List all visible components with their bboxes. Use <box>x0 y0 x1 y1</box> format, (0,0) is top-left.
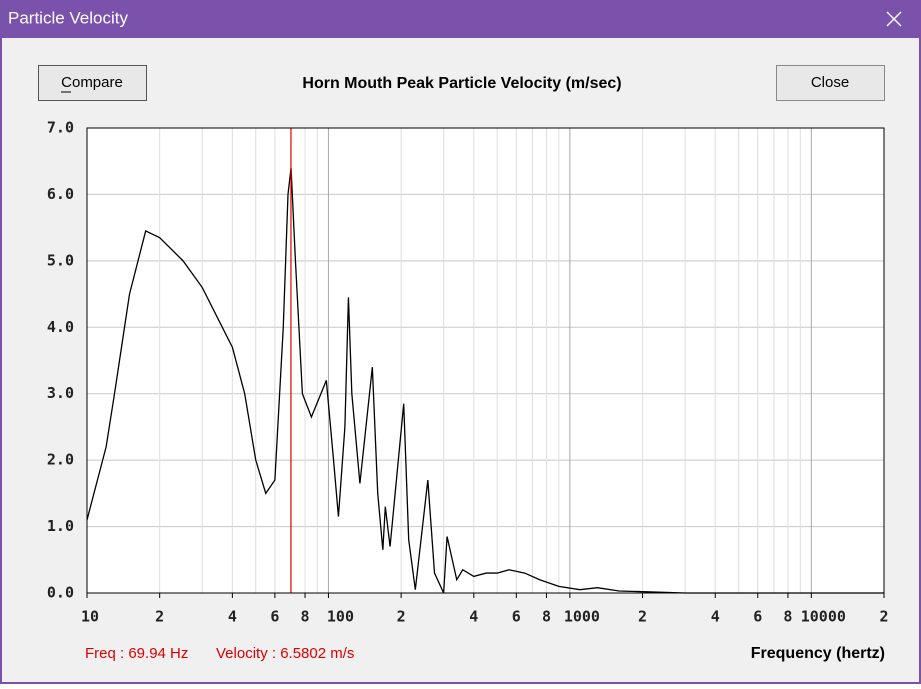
y-tick-label: 2.0 <box>47 451 74 469</box>
x-tick-label: 4 <box>228 608 237 626</box>
x-tick-label: 2 <box>638 608 647 626</box>
window-title: Particle Velocity <box>8 8 128 27</box>
y-tick-label: 7.0 <box>47 119 74 137</box>
close-button[interactable]: Close <box>776 65 885 101</box>
x-tick-label: 6 <box>270 608 279 626</box>
chart-title: Horn Mouth Peak Particle Velocity (m/sec… <box>302 75 621 92</box>
y-tick-label: 5.0 <box>47 251 74 269</box>
x-tick-label: 8 <box>301 608 310 626</box>
freq-readout: Freq : 69.94 Hz <box>85 645 188 662</box>
x-tick-label: 4 <box>711 608 720 626</box>
y-tick-label: 0.0 <box>47 584 74 602</box>
button-label[interactable]: Compare <box>61 74 123 91</box>
x-tick-label: 6 <box>512 608 521 626</box>
y-tick-label: 6.0 <box>47 185 74 203</box>
x-tick-label: 6 <box>753 608 762 626</box>
x-tick-label: 100 <box>327 608 354 626</box>
x-tick-label: 10 <box>81 608 99 626</box>
y-tick-label: 3.0 <box>47 384 74 402</box>
x-tick-label: 4 <box>469 608 478 626</box>
data-line <box>86 167 884 594</box>
button-label[interactable]: Close <box>811 74 849 91</box>
close-x[interactable] <box>886 11 902 27</box>
x-tick-label: 2 <box>155 608 164 626</box>
x-tick-label: 2 <box>879 608 888 626</box>
compare-button[interactable]: Compare <box>38 65 147 101</box>
x-tick-label: 2 <box>397 608 406 626</box>
velocity-readout: Velocity : 6.5802 m/s <box>216 645 354 662</box>
x-tick-label: 1000 <box>564 608 600 626</box>
y-tick-label: 1.0 <box>47 517 74 535</box>
y-tick-label: 4.0 <box>47 318 74 336</box>
x-tick-label: 8 <box>783 608 792 626</box>
plot-area <box>87 128 884 593</box>
plot-border <box>86 127 885 594</box>
x-tick-label: 10000 <box>801 608 846 626</box>
x-tick-label: 8 <box>542 608 551 626</box>
x-axis-label: Frequency (hertz) <box>751 645 885 662</box>
